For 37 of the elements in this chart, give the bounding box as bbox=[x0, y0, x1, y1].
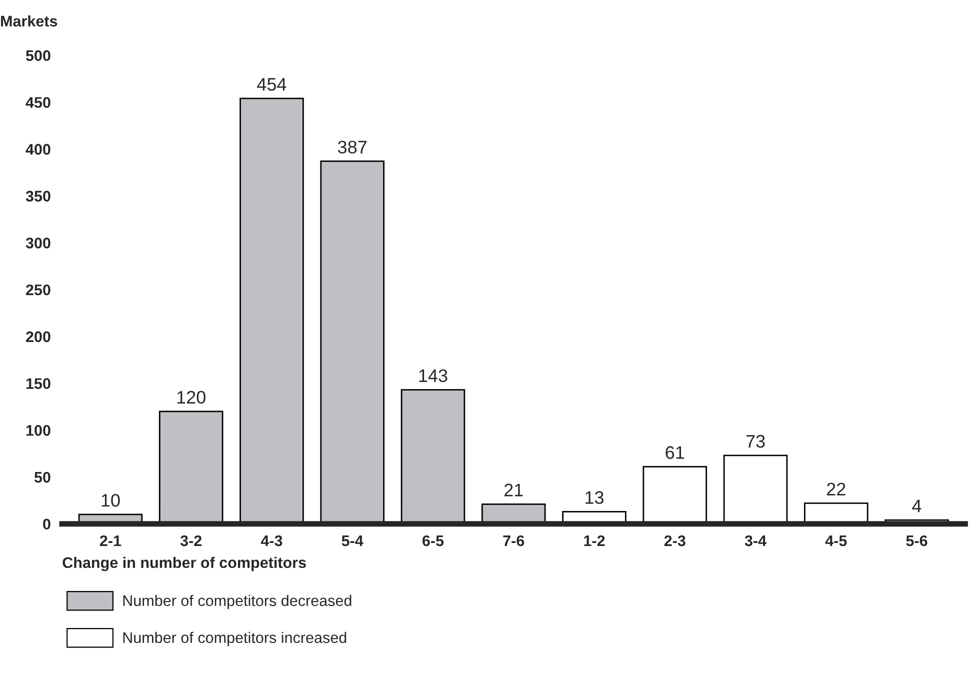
data-label: 13 bbox=[586, 491, 604, 504]
x-tick-label: 3-2 bbox=[180, 535, 202, 546]
data-label: 21 bbox=[504, 484, 523, 496]
data-label: 143 bbox=[419, 369, 448, 382]
x-tick-label: 2-1 bbox=[100, 535, 122, 546]
data-label: 10 bbox=[102, 494, 120, 507]
y-tick-label: 450 bbox=[26, 97, 50, 108]
x-tick-label: 3-4 bbox=[744, 535, 766, 546]
data-label: 454 bbox=[257, 78, 286, 91]
data-label: 61 bbox=[666, 446, 684, 459]
x-tick-label: 5-4 bbox=[342, 536, 364, 546]
legend-label: Number of competitors decreased bbox=[123, 594, 352, 610]
y-tick-label: 150 bbox=[26, 378, 50, 389]
data-label: 387 bbox=[338, 140, 367, 154]
legend-label: Number of competitors increased bbox=[123, 632, 346, 646]
x-tick-label: 1-2 bbox=[584, 535, 605, 546]
y-tick-label: 300 bbox=[26, 238, 50, 248]
y-tick-label: 50 bbox=[34, 472, 50, 483]
data-label: 22 bbox=[827, 482, 846, 496]
x-tick-label: 4-3 bbox=[260, 535, 282, 546]
y-tick-label: 500 bbox=[26, 50, 50, 62]
y-tick-label: 200 bbox=[26, 331, 50, 342]
data-label: 4 bbox=[912, 500, 922, 512]
x-tick-label: 7-6 bbox=[503, 535, 524, 546]
data-label: 120 bbox=[177, 390, 206, 404]
y-tick-label: 100 bbox=[26, 425, 50, 436]
x-tick-label: 5-6 bbox=[906, 535, 928, 546]
y-axis-title: Markets bbox=[1, 15, 58, 27]
x-axis-title: Change in number of competitors bbox=[62, 556, 306, 572]
y-tick-label: 250 bbox=[26, 284, 50, 296]
x-tick-label: 2-3 bbox=[664, 535, 686, 546]
x-tick-label: 4-5 bbox=[825, 536, 847, 546]
y-tick-label: 350 bbox=[26, 190, 50, 202]
x-tick-label: 6-5 bbox=[422, 535, 444, 546]
y-tick-label: 400 bbox=[26, 144, 50, 155]
y-tick-label: 0 bbox=[43, 518, 50, 530]
data-label: 73 bbox=[746, 434, 765, 448]
